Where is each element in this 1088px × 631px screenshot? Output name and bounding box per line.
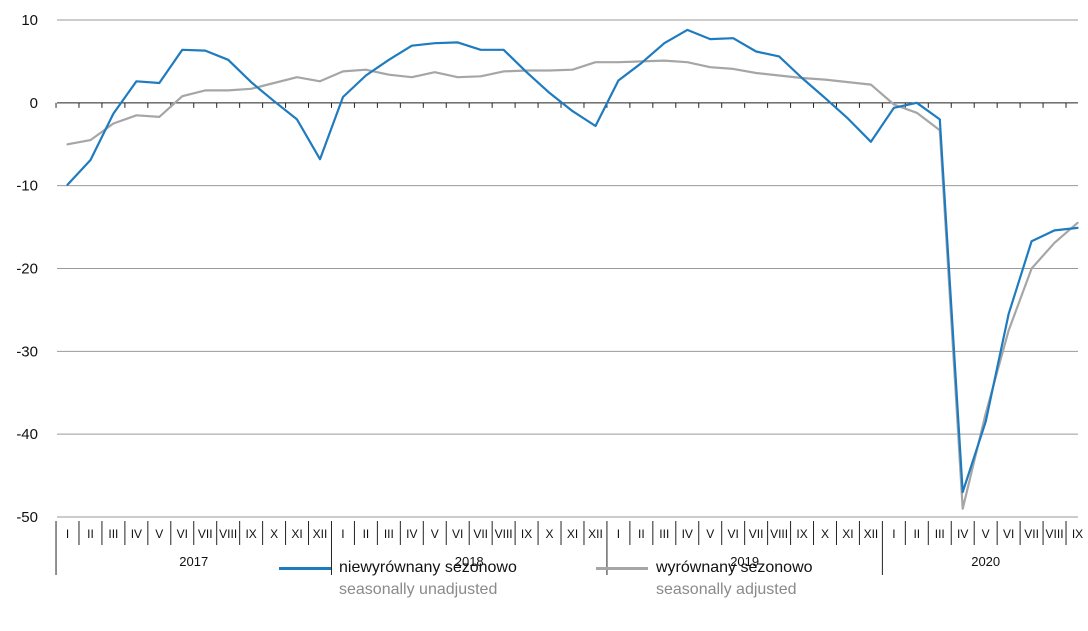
month-tick-label: IV xyxy=(131,527,142,541)
month-tick-label: XII xyxy=(588,527,603,541)
month-tick-label: VIII xyxy=(770,527,788,541)
month-tick-label: XI xyxy=(842,527,853,541)
y-tick-label: -10 xyxy=(16,178,38,195)
month-tick-label: VIII xyxy=(219,527,237,541)
gridlines xyxy=(57,19,1078,518)
month-tick-label: III xyxy=(659,527,669,541)
month-tick-label: I xyxy=(341,527,344,541)
month-tick-label: XI xyxy=(567,527,578,541)
legend-swatch-unadjusted xyxy=(279,566,331,570)
month-tick-label: VI xyxy=(728,527,739,541)
y-tick-label: -30 xyxy=(16,343,38,360)
month-tick-label: II xyxy=(87,527,94,541)
month-tick-label: IX xyxy=(521,527,532,541)
month-tick-label: V xyxy=(982,527,990,541)
month-tick-label: II xyxy=(363,527,370,541)
month-tick-label: IX xyxy=(1072,527,1083,541)
month-tick-label: XII xyxy=(313,527,328,541)
month-tick-label: VII xyxy=(1024,527,1039,541)
month-tick-label: IX xyxy=(245,527,256,541)
series-line-adjusted xyxy=(66,59,1079,510)
month-tick-label: I xyxy=(66,527,69,541)
month-tick-label: IV xyxy=(682,527,693,541)
y-tick-label: -50 xyxy=(16,509,38,526)
legend-label-unadjusted-en: seasonally unadjusted xyxy=(339,581,498,598)
month-tick-label: VI xyxy=(1003,527,1014,541)
y-tick-label: -40 xyxy=(16,426,38,443)
month-tick-label: V xyxy=(431,527,439,541)
month-tick-label: VI xyxy=(452,527,463,541)
month-tick-label: I xyxy=(617,527,620,541)
month-tick-label: V xyxy=(155,527,163,541)
legend-label-adjusted-en: seasonally adjusted xyxy=(656,581,797,598)
y-axis-ticks: 10 0 -10 -20 -30 -40 -50 xyxy=(16,12,38,526)
year-label: 2019 xyxy=(730,554,759,569)
month-tick-label: VII xyxy=(198,527,213,541)
legend-unadjusted: niewyrównany sezonowo seasonally unadjus… xyxy=(279,559,517,599)
month-tick-label: X xyxy=(821,527,829,541)
month-tick-label: XII xyxy=(864,527,879,541)
month-tick-label: I xyxy=(892,527,895,541)
month-tick-label: VIII xyxy=(495,527,513,541)
month-tick-label: III xyxy=(384,527,394,541)
legend-swatch-adjusted xyxy=(596,566,648,570)
year-label: 2017 xyxy=(179,554,208,569)
month-tick-label: VII xyxy=(749,527,764,541)
month-tick-label: II xyxy=(913,527,920,541)
series-lines xyxy=(66,28,1079,510)
legend-adjusted: wyrównany sezonowo seasonally adjusted xyxy=(596,559,813,599)
month-tick-label: VII xyxy=(473,527,488,541)
month-tick-label: X xyxy=(270,527,278,541)
series-line-unadjusted xyxy=(66,28,1079,494)
month-tick-label: XI xyxy=(291,527,302,541)
y-tick-label: -20 xyxy=(16,261,38,278)
y-tick-label: 0 xyxy=(30,95,38,112)
month-tick-label: V xyxy=(706,527,714,541)
month-tick-label: IV xyxy=(406,527,417,541)
month-tick-label: VIII xyxy=(1046,527,1064,541)
year-label: 2020 xyxy=(971,554,1000,569)
month-tick-label: VI xyxy=(177,527,188,541)
legend-label-unadjusted: niewyrównany sezonowo xyxy=(339,559,517,576)
legend-label-adjusted: wyrównany sezonowo xyxy=(656,559,813,576)
month-tick-label: II xyxy=(638,527,645,541)
month-tick-label: III xyxy=(935,527,945,541)
month-tick-label: IX xyxy=(796,527,807,541)
month-tick-label: III xyxy=(108,527,118,541)
y-tick-label: 10 xyxy=(21,12,38,29)
month-tick-label: IV xyxy=(957,527,968,541)
year-label: 2018 xyxy=(455,554,484,569)
month-tick-label: X xyxy=(546,527,554,541)
